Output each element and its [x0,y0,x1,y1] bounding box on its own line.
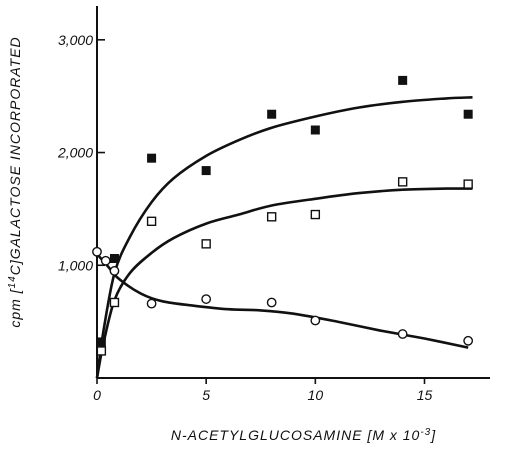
x-axis-title: N-ACETYLGLUCOSAMINE [M x 10-3] [171,427,436,444]
data-point-open-square [146,216,157,227]
data-point-filled-square [201,166,211,176]
data-point-open-square [397,177,408,187]
fit-curves [95,96,473,379]
data-point-open-circle [100,255,111,266]
data-point-open-square [96,346,107,356]
y-ticks: 1,000 2,000 3,000 [57,32,105,273]
data-point-open-circle [92,246,102,257]
y-tick-label: 3,000 [58,32,93,48]
data-point-open-circle [266,297,277,308]
data-point-filled-square [310,125,320,135]
fit-curve-open-circle [96,253,469,349]
data-point-open-square [109,297,120,308]
data-point-open-square [463,179,473,189]
data-point-filled-square [96,337,106,347]
axes [96,6,490,379]
y-tick-label: 2,000 [57,145,93,161]
y-axis-title-superscript: 14 [7,275,18,288]
y-tick-label: 1,000 [58,257,93,273]
data-point-open-circle [201,294,212,304]
data-point-filled-square [463,109,473,119]
data-point-open-circle [463,335,474,346]
y-axis-title-pre: cpm [ [7,287,23,327]
y-axis-title: cpm [14C]GALACTOSE INCORPORATED [7,36,24,327]
fit-curve-open-square [95,187,473,379]
data-point-filled-square [109,254,119,264]
data-point-open-square [201,239,211,249]
x-axis-title-exponent: -3 [420,427,431,438]
data-point-open-square [266,212,277,222]
data-markers [92,75,474,356]
data-point-filled-square [398,75,408,85]
data-point-open-circle [109,266,120,276]
data-point-open-square [310,209,321,220]
data-point-filled-square [267,109,277,119]
x-axis-title-close: ] [429,427,436,443]
x-axis-title-main: N-ACETYLGLUCOSAMINE [M x 10 [171,427,421,443]
data-point-open-circle [146,298,157,309]
x-tick-label: 5 [202,387,210,403]
data-point-filled-square [147,153,157,163]
y-axis-title-post: C]GALACTOSE INCORPORATED [7,36,23,275]
x-tick-label: 0 [93,387,101,403]
x-ticks: 0 5 10 15 [93,378,432,403]
x-tick-label: 10 [308,387,324,403]
data-point-open-circle [397,329,408,339]
data-point-open-circle [310,315,321,326]
x-tick-label: 15 [417,387,433,403]
